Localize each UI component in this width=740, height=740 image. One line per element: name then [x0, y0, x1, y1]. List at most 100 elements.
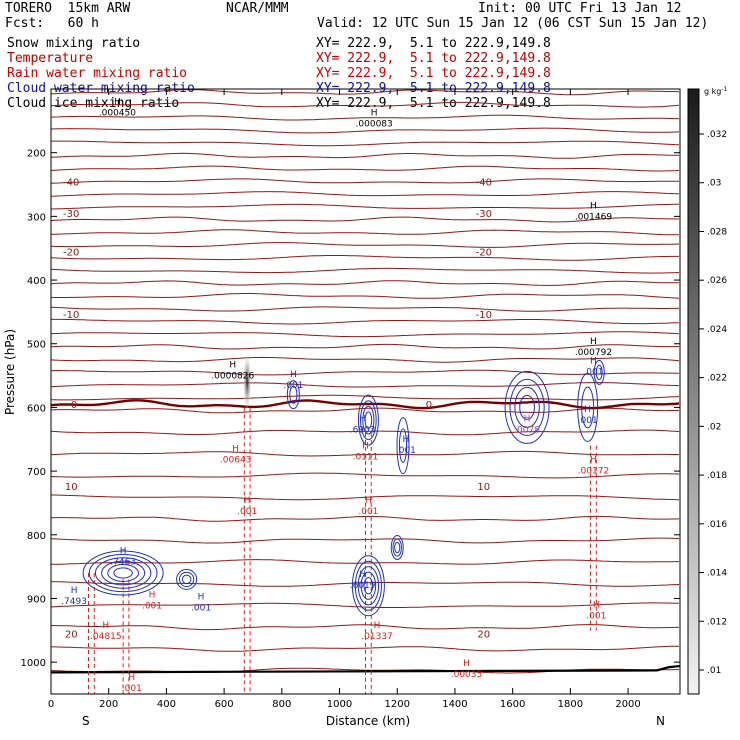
max-marker: H: [590, 455, 597, 465]
max-value-label: .7493: [61, 597, 87, 607]
colorbar-tick-label: .03: [707, 179, 721, 189]
max-marker: H: [590, 337, 597, 347]
x-tick-label: 1600: [500, 699, 525, 710]
max-marker: H: [229, 360, 236, 370]
isotherm-line: [51, 127, 680, 134]
cloud-water-contour: [360, 571, 377, 600]
max-marker: H: [290, 370, 297, 380]
model-title: TORERO 15km ARW: [5, 1, 131, 16]
cloud-water-contour: [82, 550, 164, 596]
rain-contour: [88, 573, 95, 694]
isotherm-line: [51, 318, 680, 325]
max-marker: H: [403, 435, 410, 445]
temperature-label: -40: [476, 177, 492, 188]
temperature-label: 20: [65, 630, 78, 641]
temperature-label: -30: [63, 209, 79, 220]
max-value-label: .0000826: [211, 371, 254, 381]
cloud-water-contour: [94, 557, 152, 589]
cloud-water-contour: [362, 405, 375, 435]
temperature-label: 0: [426, 400, 432, 411]
cloud-water-contour: [519, 394, 535, 420]
x-tick-label: 400: [157, 699, 176, 710]
temperature-label: 10: [65, 482, 78, 493]
x-tick-label: 1400: [442, 699, 467, 710]
max-marker: H: [149, 590, 156, 600]
max-marker: H: [232, 445, 239, 455]
max-marker: H: [198, 592, 205, 602]
isotherm-line: [51, 369, 679, 376]
max-marker: H: [71, 586, 78, 596]
max-value-label: .04815: [90, 632, 122, 642]
cloud-water-contour: [509, 378, 545, 436]
colorbar-tick-label: .016: [707, 520, 727, 530]
cloud-water-contour: [514, 386, 540, 428]
colorbar: [687, 88, 700, 695]
cloud-water-contour: [357, 566, 380, 606]
isotherm-line: [51, 356, 680, 363]
isotherm-line: [51, 472, 680, 479]
temperature-label: -10: [63, 310, 79, 321]
y-tick-label: 600: [27, 403, 46, 414]
cloud-water-contour: [351, 555, 385, 617]
max-marker: H: [244, 496, 251, 506]
x-tick-label: 2000: [615, 699, 640, 710]
isotherm-line: [51, 229, 679, 236]
cloud-water-contour: [390, 535, 404, 561]
cloud-water-contour: [113, 567, 133, 579]
max-marker: H: [365, 496, 372, 506]
max-value-label: .001: [583, 368, 603, 378]
colorbar-tick-label: .012: [707, 617, 727, 627]
max-value-label: .00035: [451, 670, 483, 680]
isotherm-line: [51, 306, 680, 312]
colorbar-tick-label: .02: [707, 422, 721, 432]
cloud-water-contour: [289, 385, 298, 404]
isotherm-line: [51, 255, 679, 261]
max-marker: H: [371, 108, 378, 118]
org-label: NCAR/MMM: [226, 1, 289, 16]
cloud-water-contour: [176, 568, 198, 590]
max-value-label: .001: [586, 612, 606, 622]
isotherm-line: [51, 140, 680, 147]
cloud-ice-shading: [243, 355, 252, 408]
isotherm-line: [51, 645, 679, 652]
isotherm-line: [51, 343, 680, 350]
max-marker: H: [524, 415, 531, 425]
colorbar-unit: g kg-1: [704, 86, 728, 96]
max-value-label: .001: [122, 684, 142, 694]
max-value-label: .000450: [99, 108, 136, 118]
cloud-water-contour: [593, 359, 605, 385]
y-tick-label: 900: [27, 594, 46, 605]
colorbar-tick-label: .024: [707, 325, 727, 335]
max-value-label: .001: [578, 416, 598, 426]
isotherm-line: [51, 559, 679, 565]
temperature-label: -30: [476, 209, 492, 220]
cloud-water-contour: [354, 560, 382, 611]
isotherm-line: [51, 267, 680, 274]
isotherm-line: [51, 89, 679, 96]
legend-rain-xy: XY= 222.9, 5.1 to 222.9,149.8: [316, 66, 551, 81]
max-marker: H: [359, 415, 366, 425]
cloud-water-contour: [595, 364, 603, 381]
max-value-label: .000792: [575, 348, 612, 358]
max-value-label: .001: [396, 446, 416, 456]
isotherm-line: [51, 178, 679, 184]
temperature-label: -10: [476, 310, 492, 321]
y-tick-label: 400: [27, 276, 46, 287]
max-marker: H: [102, 621, 109, 631]
cloud-water-contour: [394, 541, 401, 554]
isotherm-line: [51, 114, 679, 121]
y-tick-label: 700: [27, 467, 46, 478]
x-tick-label: 1800: [558, 699, 583, 710]
x-tick-label: 1200: [385, 699, 410, 710]
colorbar-tick-label: .01: [707, 666, 721, 676]
cloud-water-contour: [396, 417, 410, 475]
max-marker: H: [359, 570, 366, 580]
cloud-water-contour: [181, 574, 192, 585]
temperature-label: 0: [71, 400, 77, 411]
y-tick-label: 300: [27, 212, 46, 223]
colorbar-tick-label: .022: [707, 374, 727, 384]
max-marker: H: [463, 659, 470, 669]
rain-contour: [365, 432, 372, 694]
x-tick-label: 800: [272, 699, 291, 710]
max-value-label: .001: [191, 603, 211, 613]
